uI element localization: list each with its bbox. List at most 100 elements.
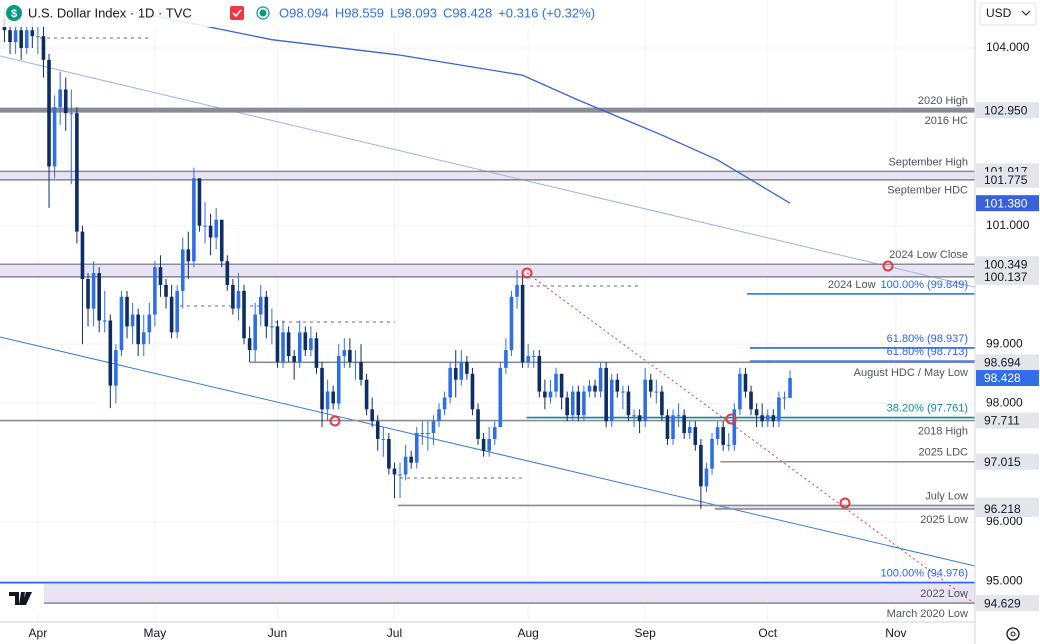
candle-body: [726, 444, 731, 446]
candle-body: [548, 391, 553, 398]
candle-body: [136, 314, 140, 345]
candle-body: [693, 427, 698, 445]
candle-body: [270, 326, 274, 328]
candle-body: [520, 284, 525, 362]
candle-body: [19, 30, 23, 48]
candle-body: [125, 296, 129, 327]
x-tick-label: Jun: [268, 626, 287, 640]
x-tick-label: Aug: [517, 626, 538, 640]
candle-body: [492, 427, 497, 439]
price-tag: [976, 412, 1039, 429]
candle-body: [442, 397, 447, 410]
candle-body: [765, 415, 770, 422]
candle-body: [30, 30, 35, 37]
time-axis-bg: [0, 622, 975, 644]
level-note: 2025 Low: [920, 514, 968, 526]
candle-body: [782, 397, 787, 399]
y-tick-label: 96.000: [986, 514, 1023, 528]
price-tags: 102.950101.917101.775100.349100.13798.69…: [976, 102, 1039, 612]
price-tag-label: 97.015: [984, 455, 1021, 469]
candle-body: [465, 361, 469, 374]
level-note: 2025 LDC: [918, 447, 968, 459]
candle-body: [648, 379, 653, 392]
candle-body: [281, 332, 285, 362]
level-note: July Low: [925, 490, 968, 502]
x-tick-label: Apr: [29, 626, 48, 640]
y-tick-label: 101.000: [986, 218, 1030, 232]
candle-body: [598, 367, 603, 392]
candle-body: [13, 30, 18, 43]
lower-trendline: [0, 336, 976, 567]
candle-body: [75, 113, 79, 232]
candle-body: [453, 367, 458, 380]
currency-button[interactable]: [979, 2, 1037, 26]
flag-icon[interactable]: [230, 6, 244, 20]
candle-body: [593, 385, 597, 392]
level-bands: [0, 171, 975, 604]
candle-body: [565, 397, 569, 416]
candle-body: [626, 391, 631, 416]
candle-body: [331, 391, 335, 404]
ohlc-value: +0.316 (+0.32%): [498, 5, 595, 20]
level-note: 2016 HC: [925, 115, 968, 127]
candle-body: [699, 444, 703, 487]
fib-label: 61.80% (98.713): [887, 346, 968, 358]
candle-body: [348, 350, 352, 362]
candle-body: [676, 415, 681, 417]
candle-body: [58, 89, 62, 108]
candle-body: [130, 314, 135, 327]
candle-body: [36, 36, 40, 38]
settings-icon-center: [1010, 631, 1016, 637]
level-note: 2024 Low: [828, 279, 876, 291]
candle-body: [398, 474, 402, 476]
candle-body: [414, 433, 419, 463]
price-tag-label: 97.711: [984, 414, 1020, 428]
settings-icon[interactable]: [1006, 627, 1020, 641]
candle-body: [721, 427, 725, 445]
candle-body: [559, 373, 564, 398]
level-note: September HDC: [887, 185, 968, 197]
price-tag: [976, 354, 1039, 371]
candle-body: [52, 107, 57, 167]
marker: [521, 267, 533, 279]
price-tag-label: 98.694: [984, 355, 1021, 369]
candle-body: [743, 373, 748, 392]
candle-body: [231, 284, 235, 309]
candle-body: [41, 36, 46, 60]
candle-body: [370, 409, 374, 422]
symbol[interactable]: U.S. Dollar Index · 1D · TVC: [28, 5, 192, 20]
candle-body: [214, 219, 218, 238]
candle-body: [364, 379, 369, 410]
x-tick-label: May: [144, 626, 167, 640]
candle-body: [554, 373, 558, 392]
candle-body: [336, 356, 341, 404]
chevron: [1021, 10, 1031, 16]
candle-body: [264, 296, 269, 327]
candle-body: [576, 391, 581, 416]
candle-body: [247, 338, 252, 351]
x-tick-label: Nov: [885, 626, 906, 640]
candle-body: [236, 290, 241, 309]
tv-logo: [0, 584, 44, 612]
candle-body: [632, 415, 636, 417]
candle-body: [771, 415, 776, 422]
candle-body: [777, 397, 781, 422]
fib-label: 100.00% (99.849): [881, 279, 968, 291]
candle-body: [253, 314, 257, 351]
candle-body: [788, 378, 792, 398]
candle-body: [671, 415, 675, 439]
candle-body: [392, 468, 397, 475]
candle-body: [86, 279, 90, 309]
candle-body: [437, 409, 441, 422]
candle-body: [665, 415, 670, 439]
price-tag-label: 94.629: [984, 596, 1021, 610]
candle-body: [80, 231, 85, 280]
candle-body: [621, 391, 625, 393]
candle-body: [208, 225, 213, 238]
candle-body: [309, 338, 313, 351]
fib-label: 100.00% (94.976): [881, 567, 968, 579]
candle-body: [180, 249, 185, 291]
marker: [839, 497, 851, 509]
candle-body: [476, 409, 480, 439]
candle-body: [431, 421, 436, 434]
